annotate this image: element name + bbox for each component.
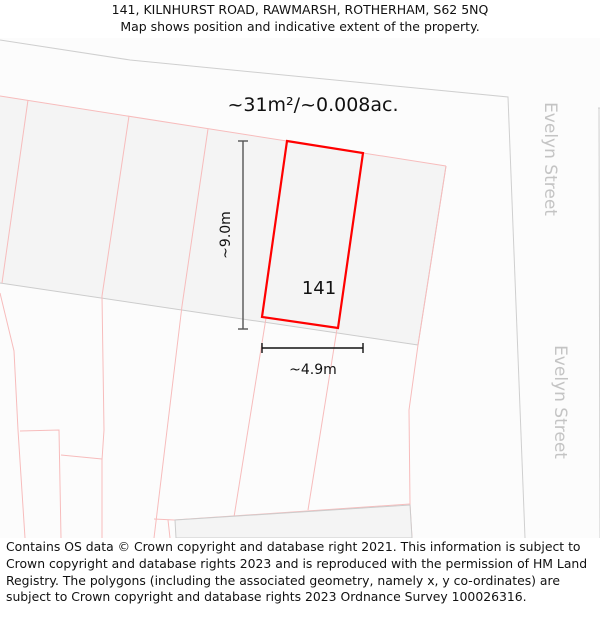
road-edge: [0, 39, 526, 538]
building-bottom: [174, 504, 413, 538]
building-edge: [0, 282, 419, 346]
map-header: 141, KILNHURST ROAD, RAWMARSH, ROTHERHAM…: [0, 0, 600, 38]
height-dimension-line: [238, 140, 248, 330]
map-canvas: ~31m²/~0.008ac. 141 ~9.0m ~4.9m Evelyn S…: [0, 38, 600, 538]
property-number-label: 141: [302, 278, 336, 299]
area-label: ~31m²/~0.008ac.: [227, 94, 398, 116]
copyright-attribution: Contains OS data © Crown copyright and d…: [6, 539, 588, 605]
building-terrace: [0, 96, 446, 345]
street-label-evelyn-street: Evelyn Street: [550, 345, 570, 459]
width-dimension-line: [261, 343, 364, 353]
width-dimension-label: ~4.9m: [289, 362, 337, 378]
street-label-evelyn-street: Evelyn Street: [540, 102, 560, 216]
property-outline[interactable]: [260, 139, 365, 330]
property-map[interactable]: ~31m²/~0.008ac. 141 ~9.0m ~4.9m Evelyn S…: [0, 38, 600, 538]
parcel-boundaries: [0, 95, 447, 538]
height-dimension-label: ~9.0m: [218, 211, 234, 259]
map-subtitle: Map shows position and indicative extent…: [120, 19, 480, 34]
property-address: 141, KILNHURST ROAD, RAWMARSH, ROTHERHAM…: [111, 2, 489, 17]
